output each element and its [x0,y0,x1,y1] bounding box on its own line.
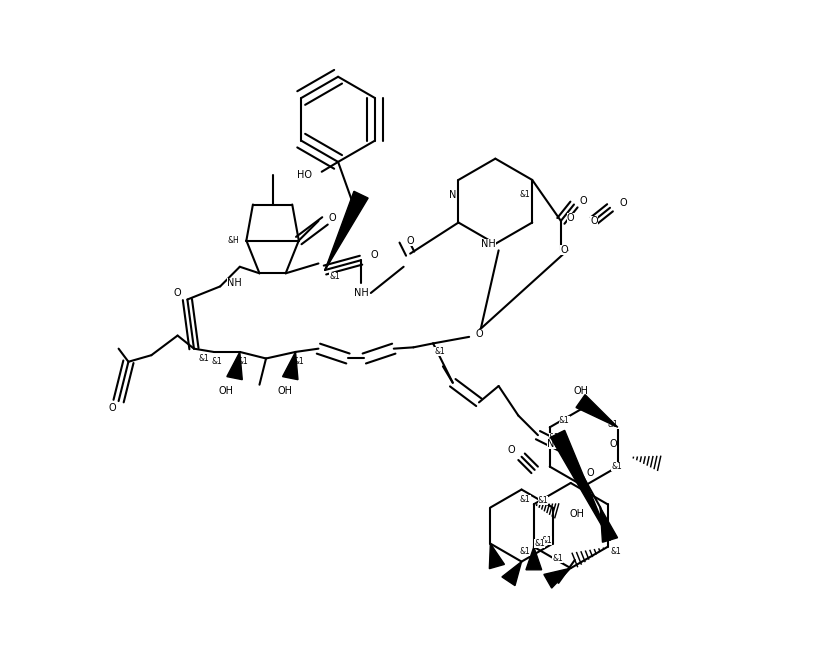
Text: &1: &1 [559,417,570,425]
Text: N: N [449,190,456,199]
Polygon shape [601,507,617,542]
Text: &1: &1 [329,272,340,281]
Text: O: O [580,196,588,206]
Text: O: O [328,213,336,222]
Text: O: O [174,288,181,298]
Text: OH: OH [277,386,292,396]
Text: O: O [620,197,627,207]
Text: O: O [108,403,116,413]
Text: &1: &1 [552,554,563,563]
Polygon shape [576,395,618,427]
Text: &1: &1 [538,497,549,505]
Text: &1: &1 [519,190,530,199]
Text: &1: &1 [293,357,304,367]
Text: O: O [508,445,516,455]
Text: &1: &1 [198,354,209,363]
Text: OH: OH [218,386,234,396]
Text: O: O [591,216,598,226]
Text: OH: OH [570,509,585,519]
Text: &1: &1 [611,547,622,556]
Polygon shape [502,562,522,586]
Polygon shape [490,544,505,569]
Polygon shape [550,430,610,540]
Text: O: O [567,213,575,222]
Text: &1: &1 [238,357,249,367]
Text: &1: &1 [612,462,622,471]
Polygon shape [227,352,242,380]
Text: OH: OH [573,386,588,396]
Text: &1: &1 [520,547,531,556]
Text: &H: &H [228,236,239,245]
Text: O: O [475,328,483,339]
Text: NH: NH [354,288,369,298]
Text: &1: &1 [520,495,531,504]
Text: O: O [610,439,617,449]
Text: NH: NH [481,239,496,249]
Text: O: O [407,236,414,245]
Text: &1: &1 [542,536,552,545]
Text: &1: &1 [434,347,445,356]
Text: &1: &1 [549,432,559,442]
Text: &1: &1 [212,357,223,367]
Text: &1: &1 [608,420,619,428]
Text: NH: NH [547,439,562,449]
Polygon shape [543,568,570,588]
Text: &1: &1 [534,539,545,548]
Polygon shape [282,352,298,380]
Text: NH: NH [227,278,241,288]
Text: O: O [370,250,379,260]
Polygon shape [325,191,368,270]
Polygon shape [526,547,542,570]
Text: O: O [560,245,568,255]
Text: HO: HO [297,170,312,180]
Text: O: O [586,468,594,478]
